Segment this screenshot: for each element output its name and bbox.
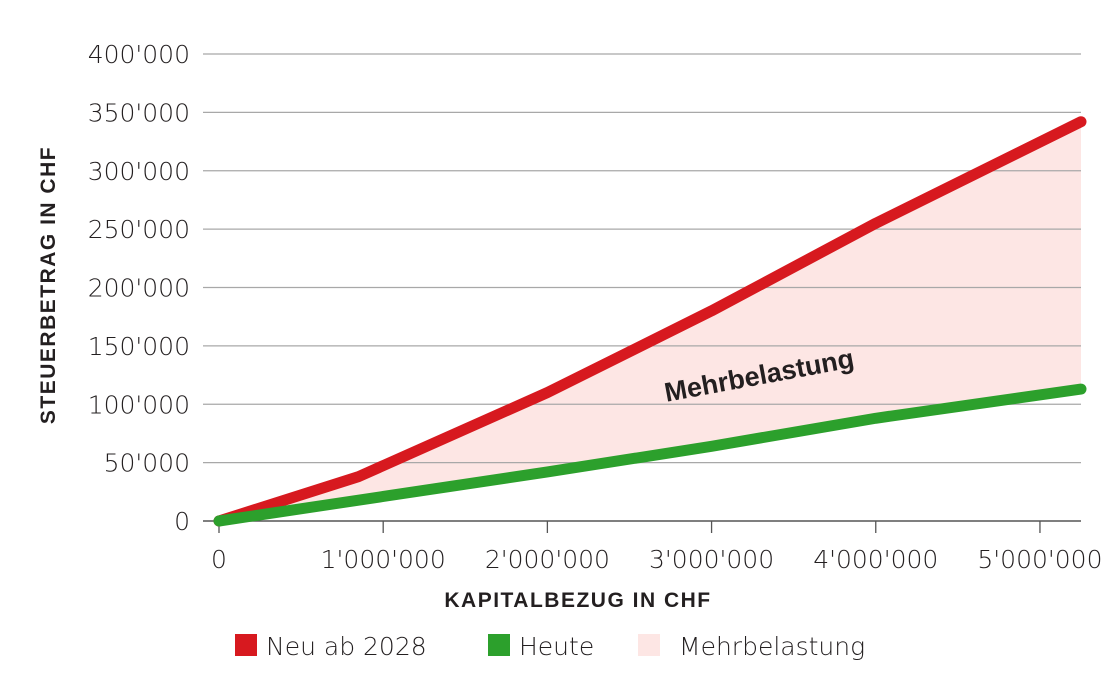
series-line-neu-ab-2028: [213, 116, 1087, 527]
y-tick-label: 200'000: [88, 274, 190, 303]
x-axis-title: KAPITALBEZUG IN CHF: [444, 589, 711, 612]
legend-label-neu: Neu ab 2028: [266, 632, 427, 661]
tick-labels: 0 50'000 100'000 150'000 200'000 250'000 300'0…: [88, 40, 1103, 574]
mehrbelastung-area-layer: [219, 121, 1081, 521]
x-tick-label: 0: [211, 545, 227, 574]
x-tick-label: 4'000'000: [813, 545, 938, 574]
x-tick-label: 3'000'000: [649, 545, 774, 574]
y-tick-label: 300'000: [88, 157, 190, 186]
y-tick-label: 0: [174, 507, 190, 536]
y-tick-label: 50'000: [104, 449, 190, 478]
legend-swatch-mehrbelastung: [638, 634, 660, 656]
series-line-heute: [213, 383, 1087, 527]
y-tick-label: 250'000: [88, 215, 190, 244]
legend-swatch-neu: [235, 634, 257, 656]
axes: [203, 520, 1081, 533]
y-axis-title: STEUERBETRAG IN CHF: [37, 146, 60, 424]
legend-label-mehrbelastung: Mehrbelastung: [679, 632, 865, 661]
series-lines: [213, 116, 1087, 527]
legend: Neu ab 2028 Heute Mehrbelastung: [235, 632, 865, 661]
legend-swatch-heute: [488, 634, 510, 656]
x-tick-label: 2'000'000: [485, 545, 610, 574]
legend-label-heute: Heute: [519, 632, 594, 661]
y-tick-label: 150'000: [88, 332, 190, 361]
x-tick-label: 5'000'000: [977, 545, 1102, 574]
y-tick-label: 350'000: [88, 98, 190, 127]
y-tick-label: 100'000: [88, 390, 190, 419]
y-tick-label: 400'000: [88, 40, 190, 69]
mehrbelastung-area: [219, 121, 1081, 521]
x-tick-label: 1'000'000: [321, 545, 446, 574]
